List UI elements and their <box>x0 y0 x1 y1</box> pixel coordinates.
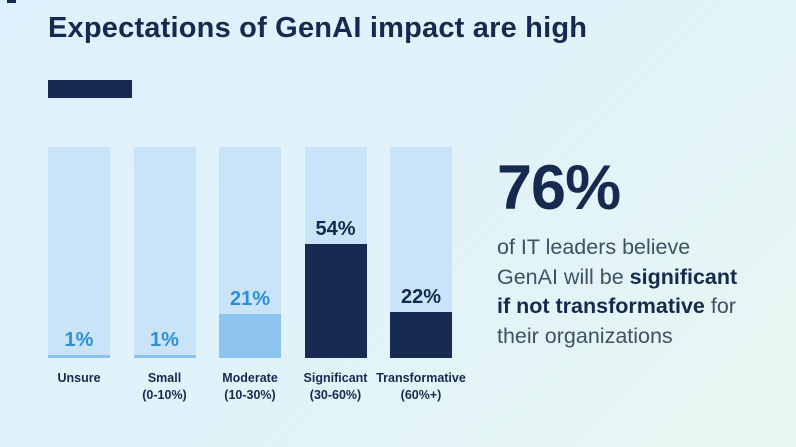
bar-value-label: 1% <box>64 328 94 351</box>
callout-text-segment: their organizations <box>497 323 673 348</box>
bar-track: 54% <box>304 147 367 358</box>
bar-category-name: Moderate <box>222 371 278 385</box>
bar-track: 22% <box>390 147 452 358</box>
bar-value-label: 54% <box>315 218 356 241</box>
bar-fill <box>48 354 110 358</box>
bar-category-range: (10-30%) <box>224 388 276 402</box>
bar-fill <box>304 244 367 358</box>
callout-text-segment: GenAI will be <box>497 264 630 289</box>
bar-fill <box>390 311 452 358</box>
bar-column: 21% Moderate (10-30%) <box>219 147 281 404</box>
callout-text-segment: of IT leaders believe <box>497 235 691 259</box>
bar-fill <box>133 354 196 358</box>
bar-category-name: Unsure <box>57 371 101 385</box>
callout-text-emphasis: significant <box>629 264 738 289</box>
bar-category-label: Transformative (60%+) <box>346 370 496 404</box>
bar-category-name: Significant <box>303 371 368 385</box>
callout-text: of IT leaders believe GenAI will be signi… <box>497 233 777 351</box>
bar-value-label: 22% <box>400 285 442 308</box>
bar-category-label: Unsure <box>4 370 154 387</box>
bar-category-range: (60%+) <box>400 388 442 402</box>
bar-fill <box>219 313 281 358</box>
bar-category-range: (30-60%) <box>309 388 362 402</box>
callout-text-emphasis: if not transformative <box>497 294 705 318</box>
bar-column: 1% Small (0-10%) <box>133 147 196 404</box>
bar-chart: 1% Unsure 1% Small (0-10%) 21% Moderate (10-30%… <box>48 147 466 404</box>
callout-panel: 76% of IT leaders believe GenAI will be s… <box>497 153 777 351</box>
bar-track: 21% <box>219 147 281 358</box>
bar-value-label: 1% <box>150 328 179 351</box>
bar-column: 22% Transformative (60%+) <box>376 147 466 404</box>
bar-category-name: Transformative <box>376 371 466 385</box>
bar-column: 1% Unsure <box>48 147 110 404</box>
bar-category-label: Small (0-10%) <box>90 370 240 404</box>
bar-value-label: 21% <box>229 287 271 310</box>
callout-stat: 76% <box>497 153 621 223</box>
callout-text-segment: for <box>704 294 736 318</box>
bar-track: 1% <box>133 147 196 358</box>
page-title: Expectations of GenAI impact are high <box>48 12 588 44</box>
bar-category-range: (0-10%) <box>142 388 187 402</box>
bar-category-label: Moderate (10-30%) <box>175 370 325 404</box>
bar-category-name: Small <box>147 371 182 385</box>
bar-column: 54% Significant (30-60%) <box>304 147 367 404</box>
bar-category-label: Significant (30-60%) <box>261 370 411 404</box>
top-edge-crop-mark <box>7 0 16 3</box>
bar-track: 1% <box>48 147 110 358</box>
title-accent-bar <box>48 80 132 98</box>
